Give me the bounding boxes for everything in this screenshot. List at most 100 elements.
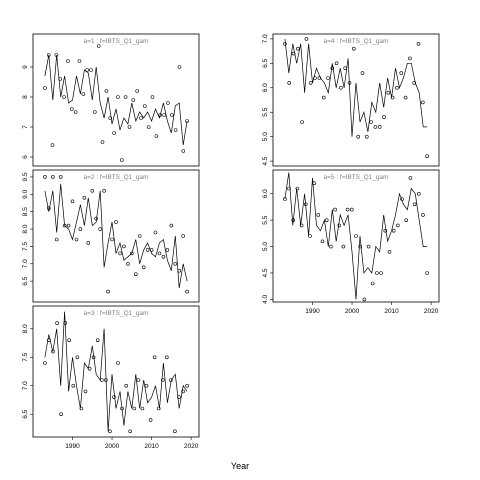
panel-3-observation-point bbox=[144, 383, 149, 388]
panel-2-observation-point bbox=[181, 234, 185, 238]
panel-1-observation-point bbox=[166, 101, 170, 105]
panel-3-x-tick-label: 2020 bbox=[184, 443, 199, 450]
panel-3-observation-point bbox=[161, 378, 165, 382]
panel-1-y-tick-label: 9 bbox=[22, 65, 29, 69]
panel-3-observation-point bbox=[79, 406, 84, 411]
panel-2-observation-point bbox=[110, 237, 114, 242]
panel-5-observation-point bbox=[400, 197, 404, 201]
panel-5-observation-point bbox=[425, 271, 429, 275]
panel-2-observation-point bbox=[130, 251, 134, 256]
panel-4-observation-point bbox=[386, 90, 391, 95]
panel-3-y-tick-label: 6.5 bbox=[22, 409, 29, 418]
panel-1-y-tick-label: 8 bbox=[22, 95, 29, 99]
panel-4-observation-point bbox=[356, 134, 361, 139]
panel-3-observation-point bbox=[47, 338, 51, 343]
panel-3-observation-point bbox=[152, 355, 157, 360]
panel-2-observation-point bbox=[54, 237, 59, 242]
panel-5-observation-point bbox=[320, 239, 325, 244]
panel-4-observation-point bbox=[339, 86, 343, 90]
panel-1-observation-point bbox=[43, 86, 47, 90]
panel-2-observation-point bbox=[66, 223, 71, 228]
panel-5-y-tick-label: 4.5 bbox=[262, 268, 269, 277]
panel-3-observation-point bbox=[67, 338, 71, 343]
panel-1-observation-point bbox=[154, 134, 159, 138]
panel-5-x-tick-label: 2010 bbox=[384, 308, 399, 315]
panel-5-observation-point bbox=[329, 244, 333, 249]
panel-2-observation-point bbox=[74, 237, 79, 242]
panel-3-observation-point bbox=[104, 378, 108, 382]
panel-4-fitted-line bbox=[284, 38, 428, 137]
panel-1-observation-point bbox=[162, 113, 166, 117]
panel-5-observation-point bbox=[287, 186, 291, 191]
panel-3-observation-point bbox=[71, 383, 76, 388]
panel-1-observation-point bbox=[158, 113, 162, 117]
panel-1-observation-point bbox=[120, 158, 124, 162]
panel-3-observation-point bbox=[177, 395, 181, 399]
panel-3-observation-point bbox=[148, 418, 153, 422]
panel-5-y-tick-label: 5.5 bbox=[262, 215, 269, 224]
panel-3-y-tick-label: 8.0 bbox=[22, 324, 29, 333]
panel-1-observation-point bbox=[50, 143, 55, 147]
panel-3-observation-point bbox=[55, 321, 59, 325]
panel-2-observation-point bbox=[106, 289, 110, 294]
panel-5-observation-point bbox=[349, 207, 354, 212]
panel-2-observation-point bbox=[122, 244, 126, 249]
panel-1-observation-point bbox=[146, 125, 151, 129]
panel-2-y-tick-label: 9.0 bbox=[22, 189, 29, 198]
panel-4-title: a=4 : f=IBTS_Q1_gam bbox=[323, 38, 388, 45]
panel-1-observation-point bbox=[93, 110, 97, 114]
panel-3-observation-point bbox=[100, 378, 104, 382]
panel-2-observation-point bbox=[169, 223, 174, 228]
panel-3-observation-point bbox=[43, 361, 47, 365]
panel-5-observation-point bbox=[283, 197, 287, 201]
panel-3-observation-point bbox=[140, 406, 145, 411]
panel-1-observation-point bbox=[58, 77, 63, 81]
panel-3-x-tick-label: 2000 bbox=[105, 443, 120, 450]
panel-2-observation-point bbox=[50, 175, 55, 179]
panel-5-observation-point bbox=[404, 218, 409, 222]
panel-2-observation-point bbox=[114, 220, 118, 224]
panel-1-observation-point bbox=[85, 68, 89, 72]
panel-1-observation-point bbox=[143, 104, 147, 108]
panel-5-observation-point bbox=[333, 207, 337, 212]
panel-4-observation-point bbox=[369, 120, 373, 124]
panel-2-observation-point bbox=[98, 227, 102, 231]
panel-5-observation-point bbox=[291, 218, 296, 222]
panel-5-y-tick-label: 6.0 bbox=[262, 189, 269, 198]
panel-3-observation-point bbox=[91, 355, 96, 360]
panel-2-frame bbox=[32, 169, 200, 303]
panel-5-observation-point bbox=[295, 186, 300, 191]
panel-2-y-tick-label: 6.5 bbox=[22, 276, 29, 285]
panel-4-observation-point bbox=[364, 134, 369, 139]
panel-4-observation-point bbox=[390, 95, 395, 100]
panel-1-observation-point bbox=[108, 116, 112, 120]
panel-2-observation-point bbox=[177, 268, 181, 273]
panel-1-observation-point bbox=[46, 53, 51, 57]
panel-1-observation-point bbox=[170, 113, 174, 117]
panel-3-observation-point bbox=[128, 429, 132, 434]
panel-5-y-tick-label: 4.0 bbox=[262, 294, 269, 303]
panel-1-observation-point bbox=[127, 125, 132, 129]
panel-3-fitted-line bbox=[44, 311, 188, 432]
panel-5-observation-point bbox=[408, 176, 413, 180]
panel-2-observation-point bbox=[153, 230, 158, 235]
panel-2-observation-point bbox=[141, 265, 146, 270]
panel-4-observation-point bbox=[343, 66, 348, 70]
panel-3-title: a=3 : f=IBTS_Q1_gam bbox=[83, 310, 148, 317]
panel-4-observation-point bbox=[351, 46, 356, 51]
panel-2-observation-point bbox=[82, 196, 87, 200]
panel-4-observation-point bbox=[395, 86, 399, 90]
panel-2-title: a=2 : f=IBTS_Q1_gam bbox=[83, 174, 148, 181]
panel-3-x-tick-label: 2010 bbox=[144, 443, 159, 450]
panel-2-observation-point bbox=[43, 175, 47, 179]
panel-3-x-tick-label: 1990 bbox=[65, 443, 80, 450]
panel-2-fitted-line bbox=[44, 183, 188, 289]
panel-3-observation-point bbox=[165, 355, 169, 360]
panel-3-observation-point bbox=[95, 338, 100, 343]
panel-2-observation-point bbox=[126, 261, 130, 266]
panel-2-y-tick-label: 9.5 bbox=[22, 172, 29, 181]
panel-3-observation-point bbox=[59, 412, 63, 417]
panel-1-observation-point bbox=[112, 131, 116, 135]
panel-2-observation-point bbox=[102, 189, 106, 193]
